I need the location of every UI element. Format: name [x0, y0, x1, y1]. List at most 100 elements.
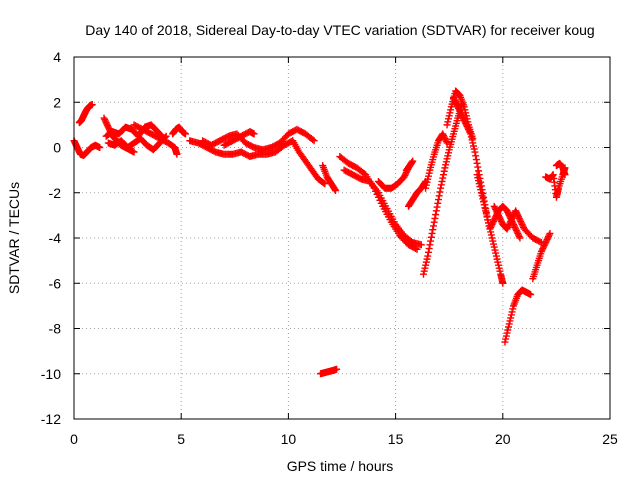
- series-arc-l: [319, 162, 340, 194]
- data-point: [332, 186, 340, 194]
- y-tick-label: 4: [53, 49, 61, 65]
- data-point: [433, 203, 441, 211]
- data-point: [438, 177, 446, 185]
- series-arc-i: [199, 125, 318, 154]
- series-arc-h: [186, 137, 297, 161]
- data-point: [173, 150, 181, 158]
- data-point: [427, 237, 435, 245]
- data-point: [88, 101, 96, 109]
- data-point: [436, 188, 444, 196]
- series-arc-y: [529, 229, 554, 283]
- y-tick-label: -10: [41, 366, 61, 382]
- data-point: [434, 196, 442, 204]
- data-point: [474, 163, 482, 171]
- data-point: [434, 199, 442, 207]
- series-arc-o: [340, 166, 425, 249]
- data-point: [162, 132, 170, 140]
- data-point: [181, 130, 189, 138]
- data-point: [536, 238, 544, 246]
- x-tick-label: 0: [70, 431, 78, 447]
- data-point: [424, 248, 432, 256]
- data-point: [443, 139, 451, 147]
- data-point: [96, 144, 104, 151]
- data-point: [435, 192, 443, 200]
- data-point: [440, 167, 448, 175]
- data-point: [442, 137, 450, 145]
- x-tick-label: 20: [495, 431, 511, 447]
- data-point: [417, 241, 425, 249]
- x-axis-tick-labels: 0 5 10 15 20 25: [70, 431, 618, 447]
- x-tick-label: 15: [388, 431, 404, 447]
- data-point: [403, 165, 411, 173]
- grid-lines: [74, 57, 610, 419]
- data-point: [516, 234, 524, 242]
- series-arc-s: [422, 130, 451, 192]
- data-point: [427, 233, 435, 241]
- y-tick-label: -4: [49, 230, 62, 246]
- series-arc-p: [374, 157, 417, 192]
- data-point: [432, 207, 440, 215]
- series-arc-b: [75, 101, 96, 127]
- data-point: [402, 166, 410, 174]
- data-point: [472, 156, 480, 164]
- data-point: [561, 171, 569, 179]
- y-tick-label: -2: [49, 185, 62, 201]
- data-point: [439, 171, 447, 179]
- data-point: [130, 148, 138, 156]
- data-point: [466, 128, 474, 136]
- series-arc-f: [130, 121, 181, 158]
- data-point: [471, 148, 479, 156]
- data-point: [527, 291, 535, 299]
- data-point: [437, 184, 445, 192]
- series-arc-e: [100, 114, 138, 156]
- series-arc-a: [70, 137, 104, 159]
- y-tick-label: 2: [53, 94, 61, 110]
- data-points: [70, 87, 569, 378]
- x-tick-label: 25: [602, 431, 618, 447]
- series-arc-k: [289, 137, 329, 188]
- data-point: [472, 152, 480, 160]
- y-axis-tick-labels: -12 -10 -8 -6 -4 -2 0 2 4: [41, 49, 61, 427]
- x-tick-label: 10: [281, 431, 297, 447]
- data-point: [475, 167, 483, 175]
- data-point: [426, 241, 434, 249]
- series-arc-x: [501, 286, 535, 346]
- data-point: [432, 211, 440, 219]
- data-point: [333, 365, 341, 373]
- data-point: [515, 232, 523, 240]
- series-arc-j: [220, 128, 258, 149]
- data-point: [424, 252, 432, 260]
- y-tick-label: -6: [49, 275, 62, 291]
- data-point: [545, 231, 553, 239]
- data-point: [310, 137, 318, 145]
- data-point: [320, 179, 328, 187]
- series-arc-w: [490, 202, 545, 247]
- plot-area-border: [73, 56, 611, 420]
- y-axis-label: SDTVAR / TECUs: [6, 182, 22, 294]
- y-tick-label: 0: [53, 140, 61, 156]
- data-point: [473, 159, 481, 167]
- data-point: [250, 130, 258, 138]
- data-point: [439, 174, 447, 182]
- data-point: [499, 279, 507, 287]
- x-axis-label: GPS time / hours: [287, 458, 394, 474]
- data-point: [437, 181, 445, 189]
- y-tick-label: -12: [41, 411, 61, 427]
- data-point: [546, 229, 554, 237]
- data-point: [429, 226, 437, 234]
- data-point: [425, 245, 433, 253]
- x-tick-label: 5: [177, 431, 185, 447]
- data-point: [331, 185, 339, 193]
- chart-title: Day 140 of 2018, Sidereal Day-to-day VTE…: [85, 22, 594, 38]
- series-arc-m: [317, 365, 341, 378]
- data-point: [430, 218, 438, 226]
- data-point: [309, 136, 317, 144]
- data-point: [428, 229, 436, 237]
- data-point: [431, 214, 439, 222]
- series-arc-za: [552, 159, 569, 179]
- series-arc-g: [169, 123, 189, 138]
- data-point: [429, 222, 437, 230]
- y-tick-label: -8: [49, 321, 62, 337]
- data-point: [321, 180, 329, 188]
